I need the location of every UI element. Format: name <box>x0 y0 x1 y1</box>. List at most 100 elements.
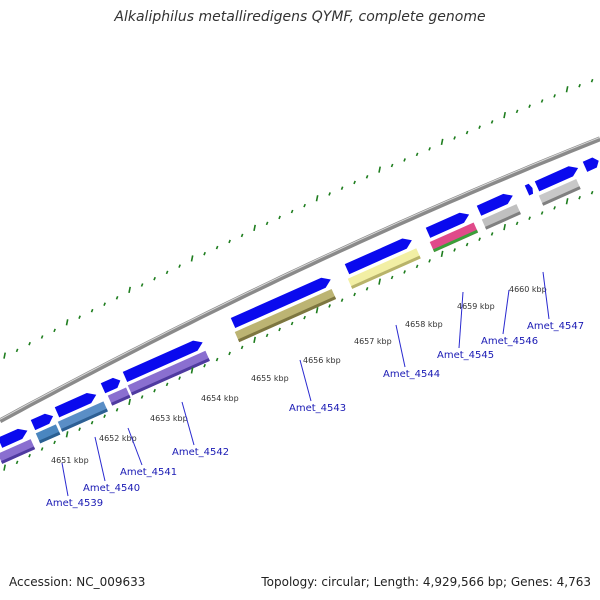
minor-tick <box>3 352 6 359</box>
minor-tick <box>390 163 394 168</box>
forward-gene-arrow <box>100 377 121 394</box>
lower-tick <box>203 363 206 368</box>
reverse-gene-bar <box>35 424 61 444</box>
gene-label: Amet_4539 <box>46 498 103 509</box>
lower-tick-row <box>3 190 594 471</box>
reverse-gene-bar <box>234 288 337 343</box>
minor-tick <box>415 152 419 157</box>
kbp-tick-label: 4651 kbp <box>51 456 89 465</box>
gene-label-leader <box>181 401 195 446</box>
lower-tick <box>353 292 356 297</box>
minor-tick <box>578 83 581 88</box>
backbone-highlight <box>0 136 600 420</box>
minor-tick <box>140 283 144 287</box>
lower-tick <box>378 278 381 285</box>
lower-tick <box>178 376 181 380</box>
lower-tick <box>440 250 444 258</box>
lower-tick <box>103 414 106 419</box>
kbp-tick-label: 4658 kbp <box>405 320 443 329</box>
gene-label: Amet_4540 <box>83 483 140 494</box>
minor-tick <box>203 251 206 256</box>
gene-label-leader <box>94 436 106 482</box>
lower-tick <box>490 232 494 236</box>
lower-tick <box>240 345 244 350</box>
gene-label-leader <box>542 271 550 320</box>
minor-tick <box>28 341 31 346</box>
reverse-gene-bar <box>429 222 479 253</box>
minor-tick <box>15 348 19 353</box>
lower-tick <box>40 447 44 451</box>
lower-tick <box>590 190 594 195</box>
minor-tick <box>528 104 531 108</box>
minor-tick <box>440 138 444 146</box>
gene-label: Amet_4541 <box>120 467 177 478</box>
minor-tick <box>553 94 556 98</box>
minor-tick <box>165 270 169 275</box>
minor-tick <box>328 192 331 196</box>
gene-label: Amet_4544 <box>383 369 440 380</box>
lower-tick <box>90 420 94 425</box>
minor-tick <box>215 245 219 250</box>
reverse-gene-bar <box>107 387 131 406</box>
lower-tick <box>503 223 506 231</box>
reverse-gene-bar <box>538 178 581 206</box>
minor-tick <box>465 130 469 135</box>
gene-label: Amet_4543 <box>289 403 346 414</box>
minor-tick <box>240 233 244 238</box>
minor-tick <box>178 264 181 268</box>
minor-tick <box>340 186 344 190</box>
gene-label: Amet_4547 <box>527 321 584 332</box>
kbp-tick-label: 4656 kbp <box>303 356 341 365</box>
accession-text: Accession: NC_009633 <box>9 575 146 589</box>
minor-tick <box>265 221 269 226</box>
lower-tick <box>128 398 131 406</box>
minor-tick <box>153 276 156 281</box>
minor-tick <box>428 147 431 151</box>
lower-tick <box>115 407 119 412</box>
minor-tick <box>65 319 69 326</box>
lower-tick <box>165 382 169 387</box>
lower-tick <box>278 327 281 332</box>
forward-gene-arrow <box>425 212 470 238</box>
lower-tick <box>253 336 256 344</box>
lower-tick <box>190 367 194 374</box>
minor-tick <box>403 158 406 162</box>
lower-tick <box>65 431 69 438</box>
gene-label-leader <box>458 291 464 349</box>
minor-tick <box>478 125 481 130</box>
forward-gene-arrow <box>0 428 28 448</box>
minor-tick <box>40 335 44 339</box>
forward-gene-arrow <box>534 166 579 192</box>
lower-tick <box>78 427 81 432</box>
lower-tick <box>153 388 156 393</box>
minor-tick <box>353 180 356 185</box>
lower-tick <box>328 304 331 308</box>
lower-tick <box>453 248 456 252</box>
gene-label: Amet_4546 <box>481 336 538 347</box>
gene-label: Amet_4542 <box>172 447 229 458</box>
minor-tick <box>78 315 81 320</box>
kbp-tick-label: 4660 kbp <box>509 285 547 294</box>
minor-tick <box>290 209 294 214</box>
genome-backbone <box>0 136 600 423</box>
minor-tick <box>515 109 519 114</box>
gene-label-leader <box>61 462 69 497</box>
minor-tick <box>228 239 231 244</box>
lower-tick <box>53 440 56 445</box>
minor-tick <box>453 136 456 140</box>
minor-tick <box>565 86 569 93</box>
lower-tick <box>215 357 219 362</box>
forward-gene-arrow <box>122 340 203 382</box>
lower-tick <box>340 298 344 302</box>
minor-tick <box>540 99 544 103</box>
lower-tick <box>465 242 469 247</box>
lower-tick <box>290 321 294 326</box>
kbp-tick-label: 4657 kbp <box>354 337 392 346</box>
minor-tick <box>278 215 281 220</box>
lower-tick <box>3 464 6 471</box>
lower-tick <box>390 275 394 280</box>
minor-tick <box>378 166 381 173</box>
reverse-gene-bar <box>57 401 108 432</box>
minor-tick <box>490 120 494 124</box>
lower-tick <box>265 333 269 338</box>
